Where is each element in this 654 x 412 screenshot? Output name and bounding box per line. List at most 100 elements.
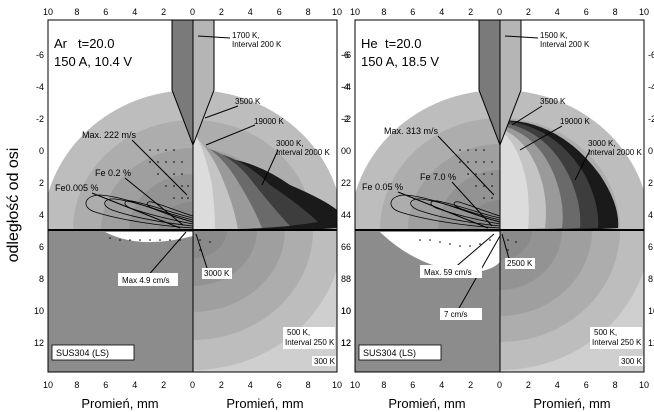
bottom-tick-label: 10	[332, 380, 342, 390]
right-tick-label: 2	[341, 178, 346, 188]
fe-low-label: Fe0.005 %	[55, 183, 99, 193]
bottom-tick-label: 0	[497, 380, 502, 390]
top-tick-label: 2	[526, 7, 531, 17]
fe-high-label: Fe 0.2 %	[95, 168, 131, 178]
right-tick-label: 8	[648, 274, 653, 284]
pool-temp-label: 3000 K	[204, 269, 230, 278]
left-tick-label: 8	[346, 274, 351, 284]
top-tick-label: 8	[381, 7, 386, 17]
bottom-tick-label: 6	[584, 380, 589, 390]
left-tick-label: 6	[39, 242, 44, 252]
left-tick-label: 10	[341, 306, 351, 316]
time-label: t=20.0	[385, 36, 422, 51]
bottom-tick-label: 10	[639, 380, 649, 390]
max-arc-velocity-label: Max. 222 m/s	[82, 130, 137, 140]
left-tick-label: 4	[39, 210, 44, 220]
top-tick-label: 10	[43, 7, 53, 17]
velocity-vectors	[419, 149, 517, 251]
temp-3500-label: 3500 K	[235, 97, 261, 106]
left-tick-label: -2	[343, 114, 351, 124]
bottom-tick-label: 6	[277, 380, 282, 390]
left-tick-label: -6	[36, 50, 44, 60]
bottom-tick-label: 10	[350, 380, 360, 390]
top-tick-label: 4	[132, 7, 137, 17]
top-tick-label: 4	[439, 7, 444, 17]
electrode-temp-label: 1700 K,	[232, 31, 260, 40]
material-label: SUS304 (LS)	[363, 348, 416, 358]
top-tick-label: 2	[468, 7, 473, 17]
fe-high-label: Fe 7.0 %	[420, 172, 456, 182]
left-tick-label: 12	[341, 338, 351, 348]
temp-3000-interval-label: Interval 2000 K	[276, 148, 330, 157]
bottom-tick-label: 8	[381, 380, 386, 390]
left-tick-label: 2	[39, 178, 44, 188]
max-pool-velocity-label: Max. 59 cm/s	[424, 268, 472, 277]
max-arc-velocity-label: Max. 313 m/s	[384, 126, 439, 136]
right-tick-label: 8	[341, 274, 346, 284]
right-tick-label: 4	[341, 210, 346, 220]
right-tick-label: 0	[648, 146, 653, 156]
top-tick-label: 6	[103, 7, 108, 17]
bottom-tick-label: 4	[439, 380, 444, 390]
left-tick-label: -4	[343, 82, 351, 92]
right-tick-label: -4	[648, 82, 654, 92]
bottom-tick-label: 8	[306, 380, 311, 390]
solid-interval-label: Interval 250 K	[592, 338, 642, 347]
solid-temp-label: 500 K,	[594, 328, 617, 337]
top-tick-label: 10	[639, 7, 649, 17]
material-label: SUS304 (LS)	[56, 348, 109, 358]
temp-19000-label: 19000 K	[560, 117, 590, 126]
pool-velocity-label: 7 cm/s	[444, 310, 468, 319]
panel-argon: Ar t=20.0 150 A, 10.4 V 1700 K, Interval…	[47, 19, 338, 373]
bottom-tick-label: 2	[161, 380, 166, 390]
bottom-tick-label: 6	[103, 380, 108, 390]
right-tick-label: -6	[341, 50, 349, 60]
bottom-tick-label: 2	[468, 380, 473, 390]
top-tick-label: 0	[190, 7, 195, 17]
top-tick-label: 8	[613, 7, 618, 17]
top-tick-label: 6	[584, 7, 589, 17]
gas-label: Ar	[54, 36, 68, 51]
pool-temp-label: 2500 K	[507, 259, 533, 268]
electrode-temp-label: 1500 K,	[540, 31, 568, 40]
left-tick-label: -6	[343, 50, 351, 60]
top-tick-label: 4	[555, 7, 560, 17]
electrode-interval-label: Interval 200 K	[232, 40, 282, 49]
panel-helium: He t=20.0 150 A, 18.5 V 1500 K, Interval…	[354, 19, 645, 373]
left-tick-label: -4	[36, 82, 44, 92]
right-tick-label: 2	[648, 178, 653, 188]
bottom-tick-label: 8	[74, 380, 79, 390]
bottom-tick-label: 4	[132, 380, 137, 390]
top-tick-label: 10	[332, 7, 342, 17]
bottom-tick-label: 0	[190, 380, 195, 390]
bottom-tick-label: 2	[526, 380, 531, 390]
left-tick-label: 10	[34, 306, 44, 316]
left-tick-label: -2	[36, 114, 44, 124]
right-tick-label: -6	[648, 50, 654, 60]
solid-temp-label: 500 K,	[287, 328, 310, 337]
temp-3000-label: 3000 K,	[276, 139, 304, 148]
top-tick-label: 8	[306, 7, 311, 17]
electrode-interval-label: Interval 200 K	[540, 40, 590, 49]
left-tick-label: 8	[39, 274, 44, 284]
bottom-tick-label: 8	[613, 380, 618, 390]
x-axis-label-3: Promień, mm	[388, 396, 465, 411]
top-tick-label: 6	[410, 7, 415, 17]
top-tick-label: 2	[161, 7, 166, 17]
temp-3000-label: 3000 K,	[588, 139, 616, 148]
temp-3000-interval-label: Interval 2000 K	[588, 148, 642, 157]
max-pool-velocity-label: Max 4.9 cm/s	[122, 276, 170, 285]
top-tick-label: 2	[219, 7, 224, 17]
y-axis-label: odległość od osi	[5, 148, 22, 263]
left-tick-label: 4	[346, 210, 351, 220]
x-axis-label-2: Promień, mm	[226, 396, 303, 411]
x-axis-label-4: Promień, mm	[533, 396, 610, 411]
right-tick-label: 6	[341, 242, 346, 252]
bottom-tick-label: 4	[555, 380, 560, 390]
fe-low-label: Fe 0.05 %	[362, 182, 403, 192]
axis-ticks: 10 8 6 4 2 0 2 4 6 8 10 10 8 6 4 2 0 2 4 6 8 10 -6 -4 -2 0 2 4 6 8 10 1…	[34, 7, 654, 390]
bottom-tick-label: 4	[248, 380, 253, 390]
x-axis-label-1: Promień, mm	[81, 396, 158, 411]
time-label: t=20.0	[78, 36, 115, 51]
